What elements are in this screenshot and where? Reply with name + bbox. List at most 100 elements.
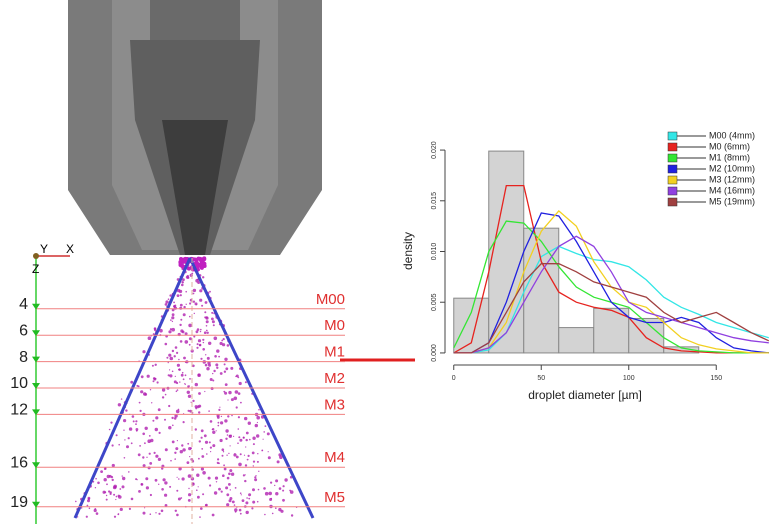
droplet	[86, 516, 88, 518]
droplet	[106, 495, 107, 496]
droplet	[223, 464, 225, 466]
droplet	[254, 478, 257, 481]
droplet	[198, 392, 201, 395]
droplet	[135, 423, 137, 425]
droplet	[228, 483, 231, 486]
droplet	[199, 440, 201, 442]
droplet	[180, 497, 182, 499]
droplet	[122, 475, 123, 476]
legend-label: M00 (4mm)	[709, 130, 755, 140]
droplet	[196, 489, 198, 491]
droplet	[178, 359, 180, 361]
droplet	[105, 468, 106, 469]
droplet	[197, 496, 200, 499]
droplet	[192, 400, 194, 402]
droplet	[141, 375, 144, 378]
droplet	[199, 344, 201, 346]
droplet	[161, 510, 164, 513]
droplet	[206, 453, 208, 455]
droplet	[222, 448, 225, 451]
droplet	[244, 417, 247, 420]
droplet	[212, 320, 215, 323]
droplet	[225, 438, 227, 440]
droplet	[158, 408, 161, 411]
droplet	[75, 501, 77, 503]
droplet	[110, 493, 112, 495]
droplet	[244, 480, 246, 482]
droplet	[240, 513, 242, 515]
droplet	[202, 493, 204, 495]
droplet	[124, 457, 126, 459]
droplet	[224, 419, 227, 422]
droplet	[150, 389, 151, 390]
droplet	[203, 342, 204, 343]
droplet	[282, 490, 284, 492]
droplet	[142, 433, 145, 436]
droplet	[138, 453, 141, 456]
droplet	[172, 371, 174, 373]
droplet	[137, 479, 138, 480]
legend-label: M5 (19mm)	[709, 196, 755, 206]
droplet	[136, 385, 138, 387]
droplet	[230, 445, 231, 446]
droplet	[277, 460, 280, 463]
droplet	[185, 384, 186, 385]
droplet	[202, 339, 204, 341]
droplet	[188, 410, 190, 412]
droplet	[225, 383, 228, 386]
droplet	[237, 377, 239, 379]
legend-swatch	[668, 143, 677, 151]
droplet	[121, 398, 122, 399]
droplet	[157, 381, 159, 383]
droplet	[258, 471, 259, 472]
droplet	[155, 416, 158, 419]
droplet	[185, 374, 187, 376]
droplet	[210, 378, 213, 381]
droplet	[257, 501, 259, 503]
droplet	[189, 344, 191, 346]
droplet	[152, 365, 154, 367]
droplet	[150, 513, 152, 515]
droplet	[155, 479, 158, 482]
droplet	[207, 357, 210, 360]
droplet	[222, 455, 224, 457]
droplet	[163, 478, 166, 481]
droplet	[115, 499, 116, 500]
droplet	[175, 447, 178, 450]
droplet	[122, 477, 125, 480]
droplet	[196, 474, 199, 477]
droplet	[232, 501, 235, 504]
y-tick-label: 0.010	[431, 243, 438, 261]
droplet	[199, 289, 202, 292]
droplet	[122, 485, 125, 488]
droplet	[180, 319, 182, 321]
droplet	[275, 479, 278, 482]
droplet	[217, 462, 219, 464]
droplet	[165, 394, 167, 396]
droplet	[188, 488, 189, 489]
droplet	[201, 448, 203, 450]
droplet	[100, 470, 103, 473]
droplet	[189, 456, 190, 457]
droplet	[198, 458, 200, 460]
droplet	[200, 329, 202, 331]
droplet	[195, 428, 197, 430]
droplet	[176, 382, 178, 384]
droplet	[142, 456, 144, 458]
droplet	[253, 443, 255, 445]
plane-label: M5	[324, 489, 345, 506]
droplet	[170, 357, 174, 361]
droplet	[118, 495, 120, 497]
droplet	[268, 456, 271, 459]
droplet	[118, 403, 121, 406]
droplet	[248, 493, 251, 496]
droplet	[221, 340, 223, 342]
droplet	[171, 328, 175, 332]
droplet	[201, 437, 203, 439]
droplet	[119, 488, 121, 490]
droplet	[291, 514, 293, 516]
droplet	[158, 513, 160, 515]
droplet	[222, 343, 225, 346]
droplet	[183, 378, 185, 380]
droplet	[246, 432, 249, 435]
